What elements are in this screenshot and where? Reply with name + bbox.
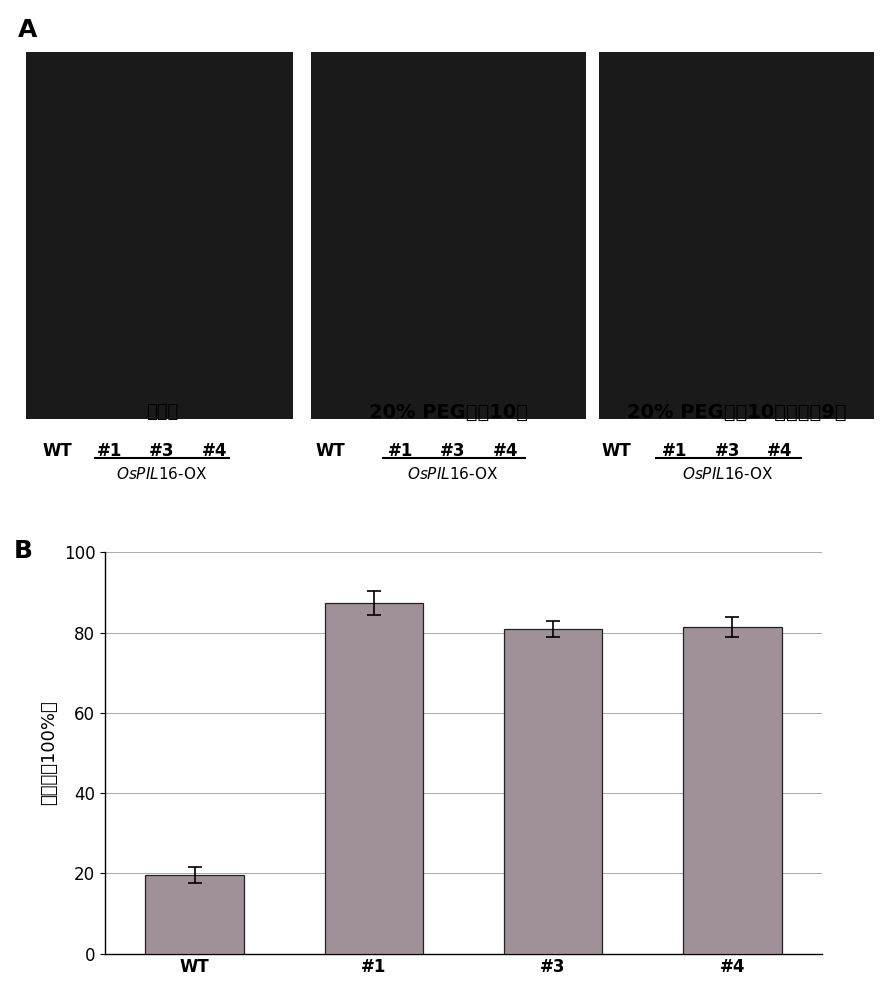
Text: 20% PEG处爆10天，恢复9天: 20% PEG处爆10天，恢复9天 (627, 402, 847, 421)
Text: 处理前: 处理前 (145, 403, 178, 421)
Text: #3: #3 (441, 442, 466, 460)
Text: #1: #1 (663, 442, 688, 460)
Text: $\mathit{OsPIL16}$-OX: $\mathit{OsPIL16}$-OX (682, 466, 773, 482)
Text: $\mathit{OsPIL16}$-OX: $\mathit{OsPIL16}$-OX (116, 466, 208, 482)
Text: B: B (13, 539, 32, 563)
Text: #1: #1 (388, 442, 413, 460)
Text: #4: #4 (492, 442, 518, 460)
FancyBboxPatch shape (27, 52, 293, 419)
Text: A: A (18, 18, 37, 42)
Text: WT: WT (316, 442, 345, 460)
Text: $\mathit{OsPIL16}$-OX: $\mathit{OsPIL16}$-OX (408, 466, 499, 482)
Text: WT: WT (42, 442, 72, 460)
Text: #4: #4 (202, 442, 227, 460)
Text: 20% PEG处爆10天: 20% PEG处爆10天 (369, 402, 528, 421)
FancyBboxPatch shape (599, 52, 874, 419)
Text: WT: WT (601, 442, 632, 460)
Text: #3: #3 (714, 442, 740, 460)
FancyBboxPatch shape (310, 52, 586, 419)
Text: #1: #1 (96, 442, 122, 460)
Text: #4: #4 (767, 442, 793, 460)
Text: #3: #3 (149, 442, 175, 460)
